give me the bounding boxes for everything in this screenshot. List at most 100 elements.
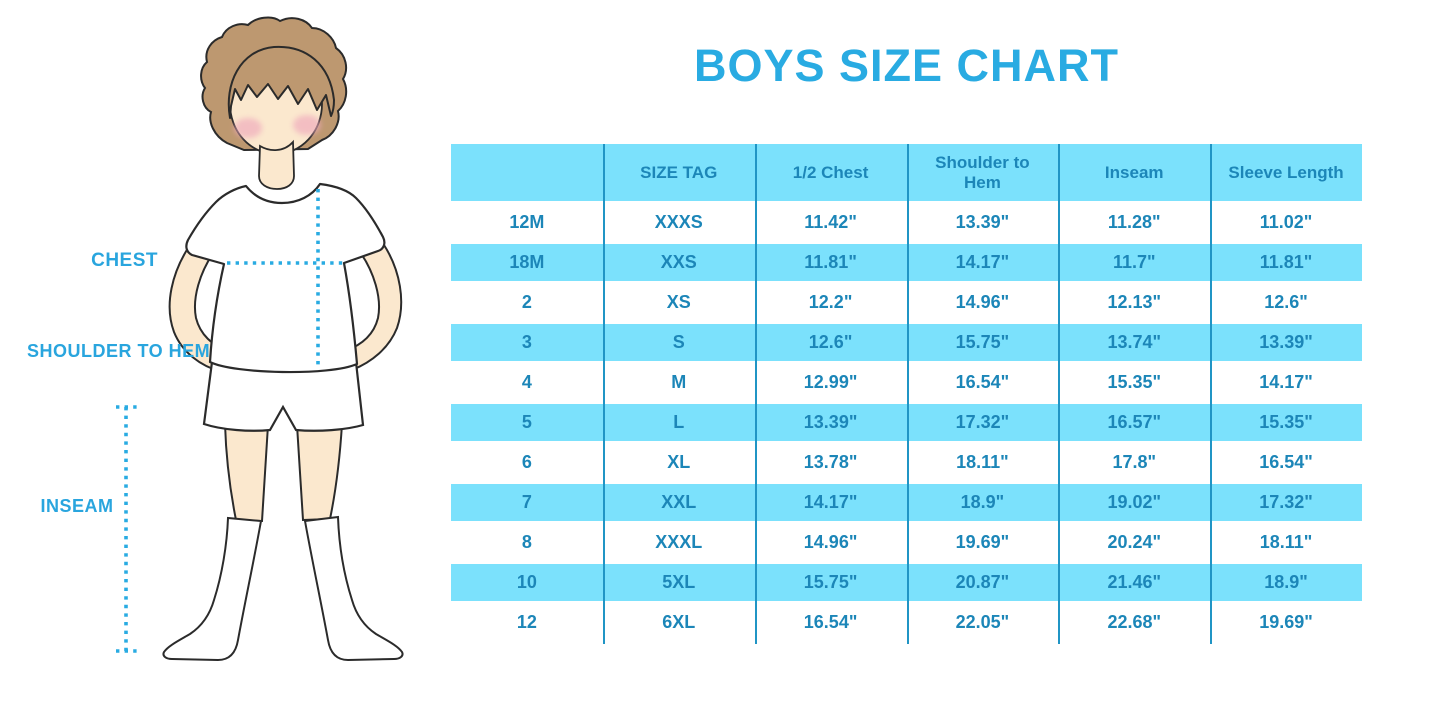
hair-fringe <box>227 45 335 119</box>
size-age-cell: 10 <box>516 572 537 593</box>
column-divider <box>1210 144 1213 644</box>
shoulder-to-hem-cell: 22.05" <box>955 612 1010 633</box>
size-tag-cell: 5XL <box>662 572 696 593</box>
sleeve-length-cell: 18.11" <box>1259 532 1313 553</box>
inseam-cell: 19.02" <box>1107 492 1162 513</box>
measurement-lines <box>116 189 344 653</box>
inseam-label: INSEAM <box>40 496 114 516</box>
size-age-cell: 8 <box>521 532 532 553</box>
shoulder-to-hem-cell: 19.69" <box>955 532 1010 553</box>
sleeve-length-cell: 11.02" <box>1259 212 1313 233</box>
shoulder-to-hem-cell: 14.96" <box>955 292 1010 313</box>
size-tag-cell: XXXS <box>654 212 703 233</box>
size-tag-cell: S <box>672 332 685 353</box>
column-divider <box>602 144 605 644</box>
table-row: 12 6XL 16.54" 22.05" 22.68" 19.69" <box>451 604 1362 641</box>
half-chest-cell: 13.78" <box>803 452 858 473</box>
half-chest-cell: 13.39" <box>803 412 858 433</box>
half-chest-cell: 14.17" <box>803 492 858 513</box>
inseam-cell: 21.46" <box>1107 572 1162 593</box>
inseam-cell: 15.35" <box>1107 372 1162 393</box>
column-header: 1/2 Chest <box>792 162 869 182</box>
size-age-cell: 12 <box>516 612 537 633</box>
size-age-cell: 6 <box>521 452 532 473</box>
inseam-cell: 17.8" <box>1112 452 1157 473</box>
inseam-cell: 12.13" <box>1107 292 1162 313</box>
size-age-cell: 4 <box>521 372 532 393</box>
column-header: Sleeve Length <box>1228 162 1344 182</box>
half-chest-cell: 12.99" <box>803 372 858 393</box>
column-header <box>451 144 603 201</box>
size-tag-cell: L <box>673 412 685 433</box>
right-leg <box>295 422 344 522</box>
inseam-cell: 11.7" <box>1112 252 1156 273</box>
size-age-cell: 7 <box>521 492 532 513</box>
sleeve-length-cell: 15.35" <box>1259 412 1313 433</box>
blush-right <box>293 115 321 135</box>
size-tag-cell: XXS <box>660 252 697 273</box>
left-leg <box>223 422 270 523</box>
blush-left <box>234 118 262 138</box>
sleeve-length-cell: 12.6" <box>1264 292 1308 313</box>
sleeve-length-cell: 18.9" <box>1264 572 1308 593</box>
shoulder-to-hem-label: SHOULDER TO HEM <box>27 341 211 361</box>
size-tag-cell: 6XL <box>662 612 696 633</box>
size-tag-cell: M <box>671 372 687 393</box>
chest-label: CHEST <box>91 250 158 271</box>
sleeve-length-cell: 14.17" <box>1259 372 1313 393</box>
sleeve-length-cell: 19.69" <box>1259 612 1313 633</box>
table-row: 6 XL 13.78" 18.11" 17.8" 16.54" <box>451 444 1362 481</box>
boy-measurement-illustration: CHEST SHOULDER TO HEM INSEAM <box>0 0 451 723</box>
column-header: Inseam <box>1104 162 1164 182</box>
table-row: 8 XXXL 14.96" 19.69" 20.24" 18.11" <box>451 524 1362 561</box>
inseam-cell: 11.28" <box>1107 212 1161 233</box>
boy-illustration <box>116 16 404 662</box>
half-chest-cell: 15.75" <box>803 572 858 593</box>
table-row: 4 M 12.99" 16.54" 15.35" 14.17" <box>451 364 1362 401</box>
column-divider <box>754 144 757 644</box>
left-sock <box>162 516 263 662</box>
size-tag-cell: XXXL <box>655 532 703 553</box>
shoulder-to-hem-cell: 16.54" <box>955 372 1010 393</box>
column-header: SIZE TAG <box>640 162 718 182</box>
size-tag-cell: XXL <box>661 492 697 513</box>
sleeve-length-cell: 17.32" <box>1259 492 1313 513</box>
shoulder-to-hem-cell: 14.17" <box>955 252 1010 273</box>
table-row: 12M XXXS 11.42" 13.39" 11.28" 11.02" <box>451 204 1362 241</box>
shoulder-to-hem-cell: 17.32" <box>955 412 1010 433</box>
shoulder-to-hem-cell: 20.87" <box>955 572 1010 593</box>
size-tag-cell: XL <box>667 452 691 473</box>
shoulder-to-hem-cell: 13.39" <box>955 212 1010 233</box>
half-chest-cell: 12.2" <box>808 292 853 313</box>
inseam-cell: 20.24" <box>1107 532 1162 553</box>
size-age-cell: 3 <box>521 332 532 353</box>
column-divider <box>1058 144 1061 644</box>
size-age-cell: 18M <box>509 252 545 273</box>
half-chest-cell: 14.96" <box>803 532 858 553</box>
inseam-cell: 22.68" <box>1107 612 1162 633</box>
size-age-cell: 12M <box>509 212 545 233</box>
t-shirt <box>185 182 386 374</box>
sleeve-length-cell: 16.54" <box>1259 452 1313 473</box>
right-sock <box>303 515 404 662</box>
inseam-cell: 13.74" <box>1107 332 1162 353</box>
sleeve-length-cell: 13.39" <box>1259 332 1313 353</box>
half-chest-cell: 11.42" <box>804 212 857 233</box>
size-tag-cell: XS <box>666 292 691 313</box>
size-age-cell: 5 <box>521 412 532 433</box>
half-chest-cell: 16.54" <box>803 612 858 633</box>
page-title: BOYS SIZE CHART <box>693 40 1120 91</box>
shoulder-to-hem-cell: 18.9" <box>960 492 1005 513</box>
column-header: Shoulder to Hem <box>935 153 1030 192</box>
inseam-cell: 16.57" <box>1107 412 1162 433</box>
sleeve-length-cell: 11.81" <box>1259 252 1313 273</box>
half-chest-cell: 12.6" <box>808 332 853 353</box>
size-age-cell: 2 <box>521 292 532 313</box>
half-chest-cell: 11.81" <box>804 252 857 273</box>
shoulder-to-hem-cell: 18.11" <box>956 452 1009 473</box>
neck <box>258 139 295 190</box>
column-divider <box>906 144 909 644</box>
table-row: 2 XS 12.2" 14.96" 12.13" 12.6" <box>451 284 1362 321</box>
shoulder-to-hem-cell: 15.75" <box>955 332 1010 353</box>
